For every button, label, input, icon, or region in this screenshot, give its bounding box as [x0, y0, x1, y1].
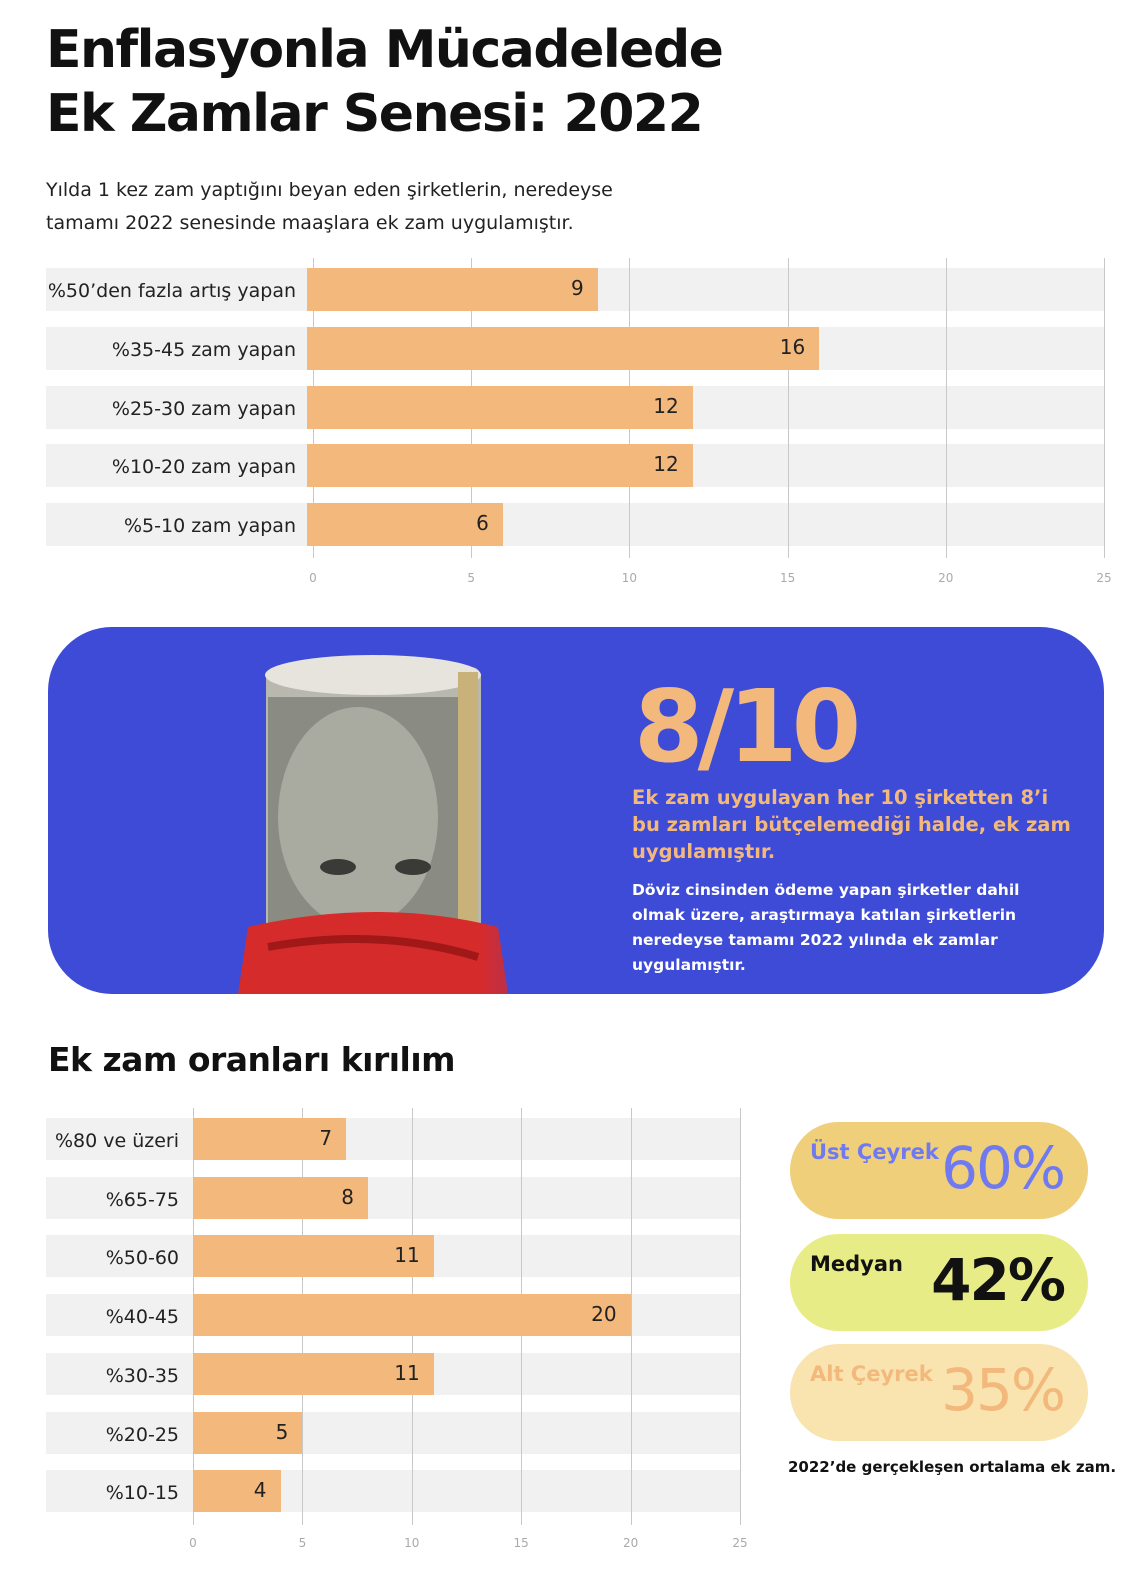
x-tick-label: 0: [309, 571, 317, 585]
bar: [307, 268, 598, 311]
stat-label: Medyan: [810, 1252, 903, 1276]
stat-value: 35%: [941, 1356, 1066, 1424]
row-background: [46, 1176, 740, 1219]
bar-value-label: 11: [394, 1360, 420, 1385]
category-label: %40-45: [105, 1306, 179, 1329]
x-tick-label: 15: [779, 571, 796, 585]
bar: [193, 1470, 281, 1513]
banner-lead: Ek zam uygulayan her 10 şirketten 8’i bu…: [632, 786, 1071, 863]
stat-eight-of-ten: 8/10: [634, 668, 861, 785]
gridline: [945, 258, 947, 558]
stats-note: 2022’de gerçekleşen ortalama ek zam.: [788, 1458, 1117, 1476]
gridline: [1104, 258, 1105, 558]
bar-value-label: 5: [275, 1419, 289, 1444]
stat-pill-upper-quartile: Üst Çeyrek 60%: [790, 1122, 1088, 1219]
category-label: %50’den fazla artış yapan: [47, 280, 296, 302]
section-title: Ek zam oranları kırılım: [48, 1040, 456, 1079]
row-background: [46, 1470, 740, 1513]
x-tick-label: 10: [621, 571, 638, 585]
stat-value: 60%: [941, 1134, 1066, 1202]
x-tick-label: 5: [467, 571, 476, 585]
bar-value-label: 20: [591, 1302, 617, 1327]
bar: [307, 444, 693, 488]
stat-label: Alt Çeyrek: [810, 1362, 933, 1386]
row-background: [46, 1411, 740, 1454]
row-background: [46, 503, 1104, 547]
category-label: %35-45 zam yapan: [111, 338, 296, 361]
stat-pill-lower-quartile: Alt Çeyrek 35%: [790, 1344, 1088, 1441]
x-tick-label: 25: [1096, 571, 1112, 585]
x-tick-label: 20: [938, 571, 954, 585]
bar: [193, 1411, 303, 1454]
x-tick-label: 5: [298, 1536, 307, 1550]
category-label: %10-20 zam yapan: [111, 456, 296, 479]
bar-value-label: 4: [253, 1478, 267, 1503]
x-tick-label: 20: [622, 1536, 639, 1550]
subtitle: Yılda 1 kez zam yaptığını beyan eden şir…: [46, 179, 613, 234]
bar: [307, 385, 693, 429]
bar: [193, 1352, 434, 1395]
bar: [307, 326, 820, 370]
stat-banner: [48, 627, 1104, 994]
bar: [193, 1235, 434, 1278]
row-background: [46, 1118, 740, 1160]
bar-value-label: 12: [653, 452, 679, 477]
category-label: %20-25: [105, 1423, 179, 1446]
bar: [307, 503, 503, 547]
stat-value: 42%: [931, 1246, 1066, 1314]
money-roll-image: [228, 627, 648, 994]
bar-value-label: 11: [394, 1243, 420, 1268]
stat-label: Üst Çeyrek: [810, 1140, 939, 1164]
bar-value-label: 6: [476, 511, 489, 536]
bar: [193, 1118, 347, 1160]
bar-value-label: 9: [571, 276, 584, 300]
category-label: %50-60: [105, 1247, 179, 1270]
bar: [193, 1294, 631, 1337]
page-title: Enflasyonla Mücadelede Ek Zamlar Senesi:…: [46, 20, 724, 144]
bar-value-label: 16: [779, 334, 806, 359]
gridline: [740, 1108, 741, 1525]
x-tick-label: 15: [513, 1536, 529, 1550]
x-tick-label: 25: [732, 1536, 748, 1550]
category-label: %30-35: [105, 1364, 179, 1387]
gridline: [787, 258, 789, 558]
bar-value-label: 8: [341, 1184, 355, 1209]
gridline: [630, 1108, 632, 1525]
banner-body: Döviz cinsinden ödeme yapan şirketler da…: [632, 881, 1020, 974]
bar: [193, 1176, 369, 1219]
bar-value-label: 12: [653, 393, 679, 418]
x-tick-label: 0: [189, 1536, 197, 1550]
category-label: %80 ve üzeri: [54, 1130, 179, 1152]
bar-value-label: 7: [319, 1126, 333, 1150]
category-label: %25-30 zam yapan: [111, 397, 296, 420]
x-tick-label: 10: [404, 1536, 420, 1550]
category-label: %5-10 zam yapan: [123, 515, 296, 538]
category-label: %65-75: [105, 1188, 179, 1211]
stat-pill-median: Medyan 42%: [790, 1234, 1088, 1331]
category-label: %10-15: [105, 1482, 179, 1505]
